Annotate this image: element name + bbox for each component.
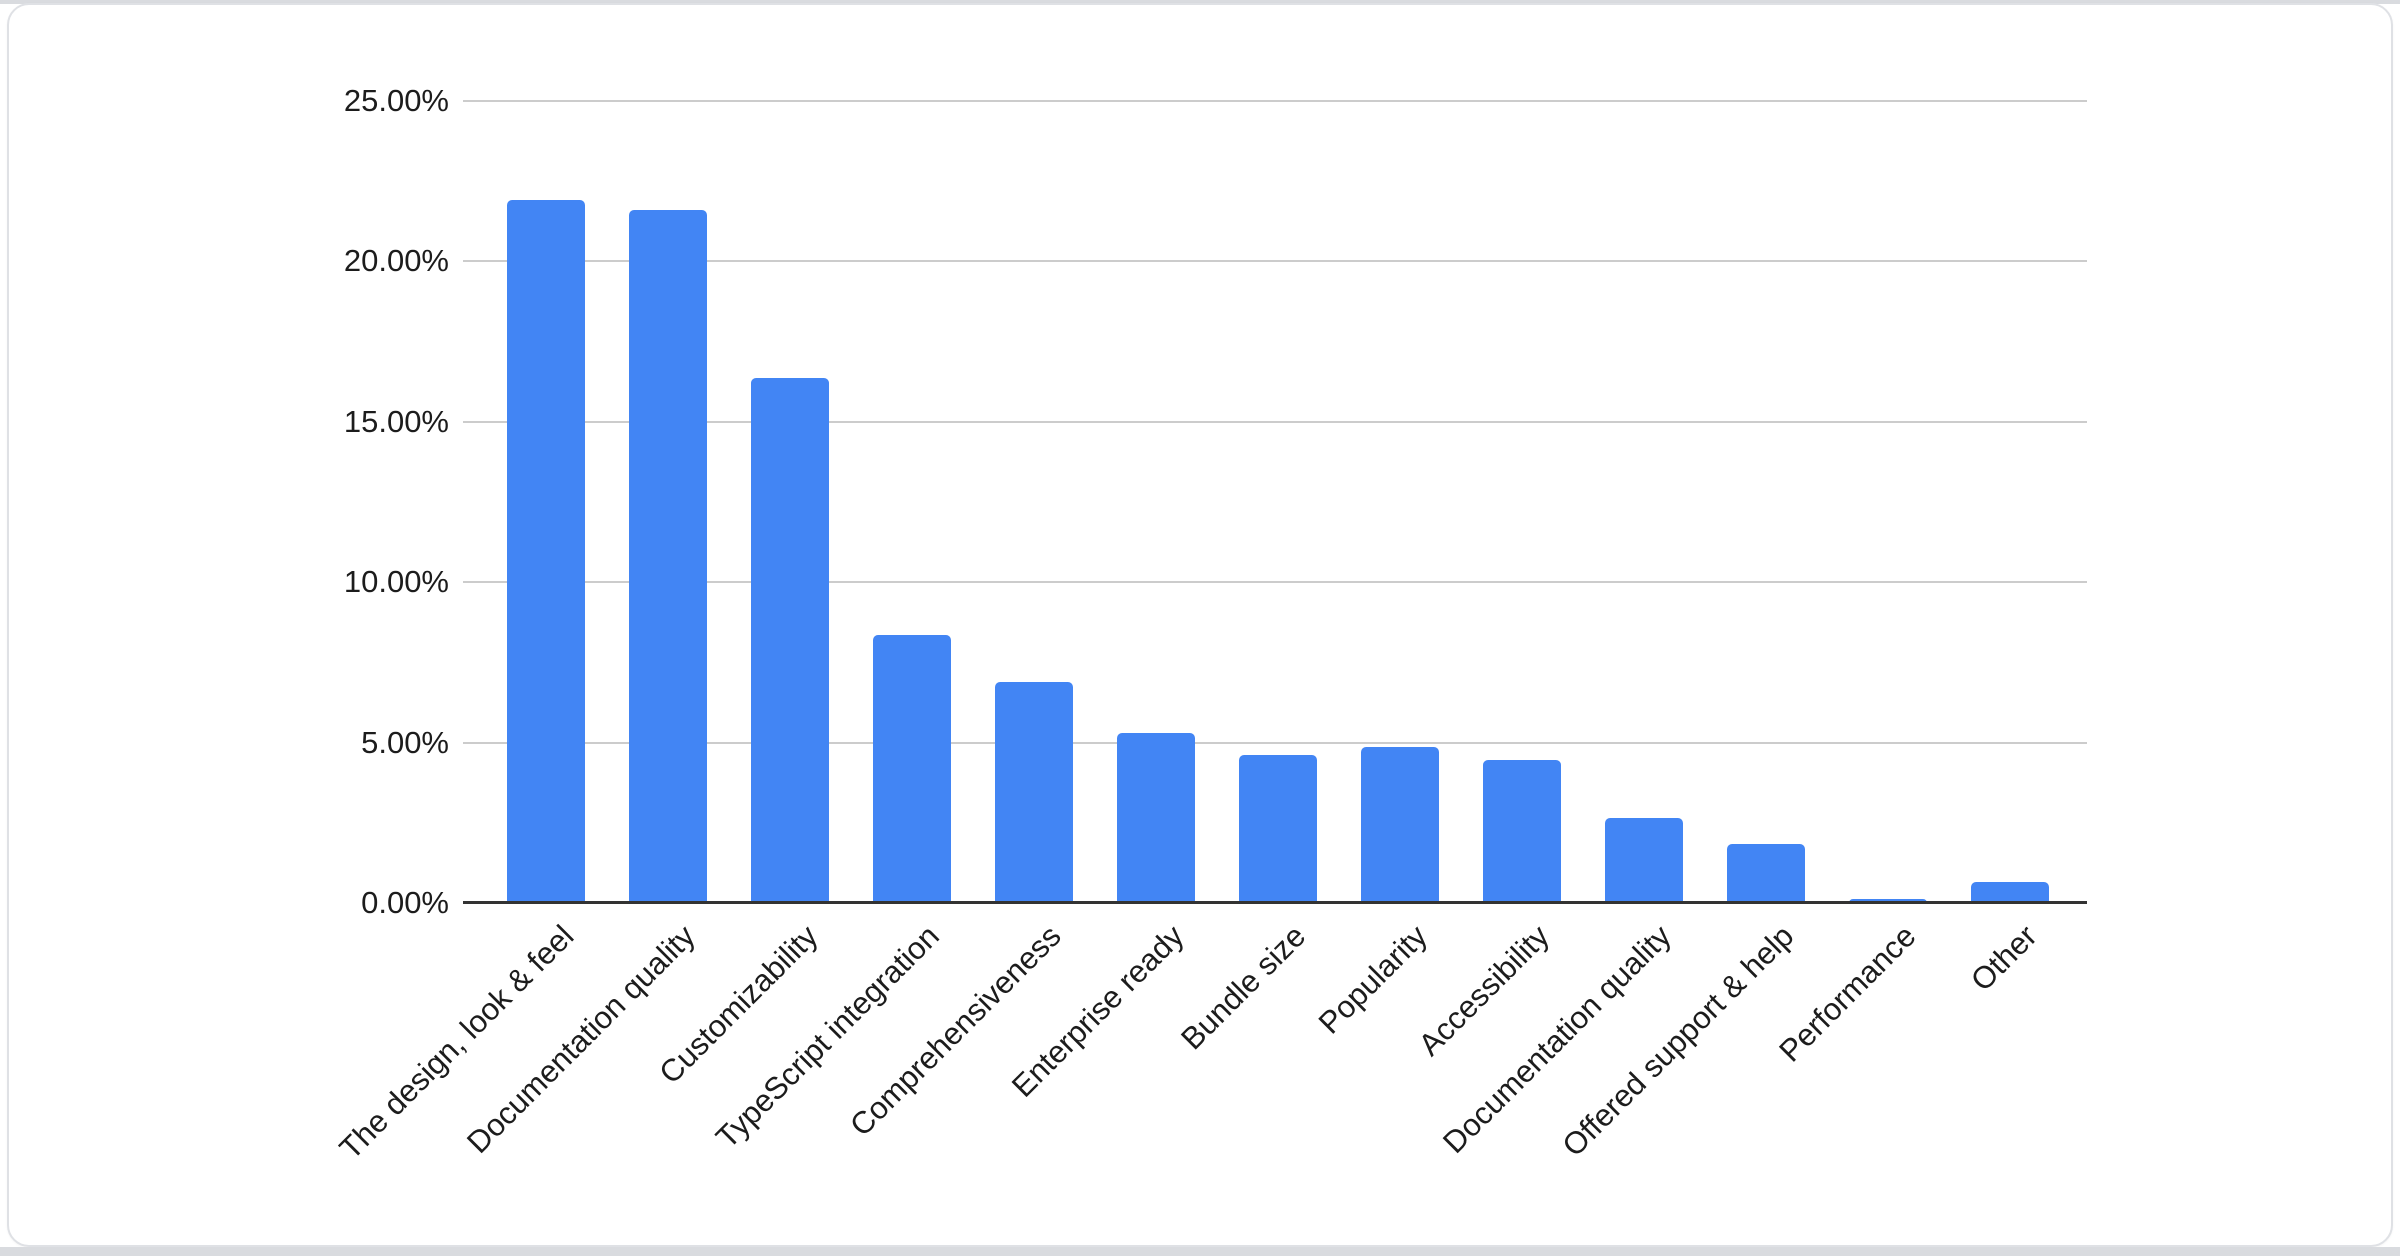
bar-band	[1583, 101, 1705, 903]
bar-band	[1095, 101, 1217, 903]
bar[interactable]	[507, 200, 585, 903]
x-axis-category-label: Documentation quality	[1436, 918, 1679, 1160]
bar[interactable]	[1727, 844, 1805, 903]
bar[interactable]	[1605, 818, 1683, 903]
bar[interactable]	[751, 378, 829, 903]
bar-band	[851, 101, 973, 903]
page-edge-top	[0, 0, 2400, 4]
bar-band	[1705, 101, 1827, 903]
bar[interactable]	[995, 682, 1073, 903]
y-axis-tick-label: 10.00%	[343, 564, 449, 599]
plot-area: 25.00% 20.00% 15.00% 10.00% 5.00% 0.00% The d…	[332, 83, 2087, 1166]
bar[interactable]	[1483, 760, 1561, 903]
bar-band	[1461, 101, 1583, 903]
gridline	[463, 581, 2087, 583]
gridline	[463, 421, 2087, 423]
y-axis-tick-label: 20.00%	[343, 243, 449, 278]
y-axis-tick-label: 25.00%	[343, 83, 449, 118]
x-axis-category-label: Offered support & help	[1555, 918, 1801, 1164]
bar-band	[1339, 101, 1461, 903]
x-axis-category-label: Documentation quality	[460, 918, 703, 1160]
x-axis-category-label: Bundle size	[1173, 918, 1313, 1057]
page-edge-bottom	[0, 1247, 2400, 1256]
bar[interactable]	[1971, 882, 2049, 903]
x-axis-category-label: The design, look & feel	[332, 918, 581, 1167]
y-axis-tick-label: 15.00%	[343, 404, 449, 439]
bar-band	[1217, 101, 1339, 903]
gridline	[463, 100, 2087, 102]
gridline	[463, 742, 2087, 744]
bar[interactable]	[1239, 755, 1317, 903]
bar-band	[1827, 101, 1949, 903]
bar[interactable]	[1361, 747, 1439, 903]
bar-band	[973, 101, 1095, 903]
y-axis-tick-label: 5.00%	[361, 725, 449, 760]
bar-band	[485, 101, 607, 903]
bar-band	[607, 101, 729, 903]
x-axis-category-label: TypeScript integration	[709, 918, 947, 1156]
x-axis-category-label: Popularity	[1311, 918, 1435, 1041]
gridline	[463, 260, 2087, 262]
bar-band	[729, 101, 851, 903]
x-axis-line	[463, 901, 2087, 904]
bar-band	[1949, 101, 2071, 903]
bar[interactable]	[1117, 733, 1195, 903]
x-axis-category-label: Comprehensiveness	[843, 918, 1069, 1143]
bar[interactable]	[873, 635, 951, 903]
chart-card: 25.00% 20.00% 15.00% 10.00% 5.00% 0.00% The d…	[7, 3, 2393, 1247]
y-axis-tick-label: 0.00%	[361, 885, 449, 920]
bar-series	[485, 101, 2071, 903]
bar[interactable]	[629, 210, 707, 903]
x-axis-category-label: Other	[1964, 918, 2045, 998]
